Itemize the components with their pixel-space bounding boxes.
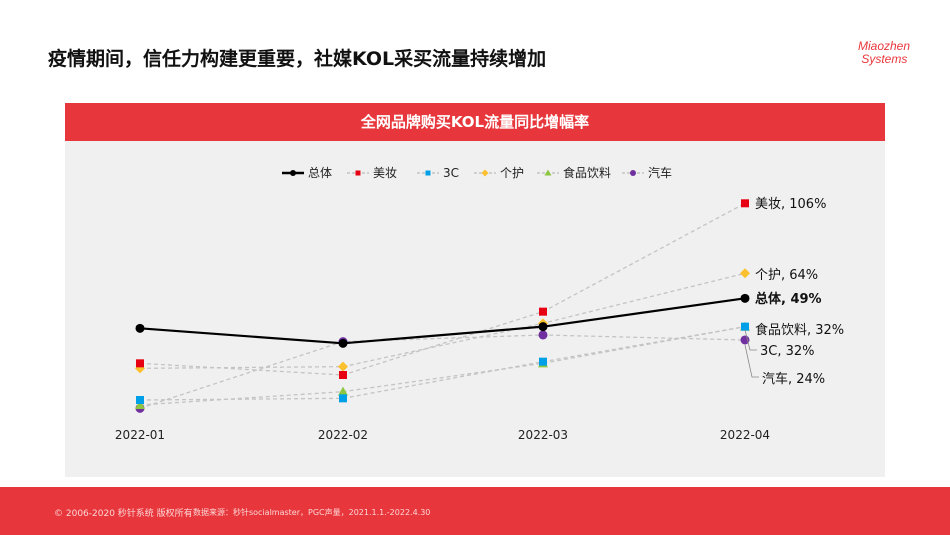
data-point-个护 — [740, 268, 750, 279]
legend-label: 3C — [443, 166, 459, 180]
legend-label: 总体 — [308, 166, 332, 180]
footer: © 2006-2020 秒针系统 版权所有 数据来源：秒针socialmaste… — [0, 487, 950, 535]
legend-label: 美妆 — [373, 166, 397, 180]
data-point-美妆 — [339, 370, 347, 379]
data-point-个护 — [338, 361, 348, 372]
data-point-总体 — [740, 293, 750, 303]
data-point-3C — [539, 357, 547, 366]
data-point-食品饮料 — [338, 386, 348, 396]
series-line-食品饮料 — [139, 326, 746, 406]
data-point-3C — [741, 322, 749, 331]
data-source: 数据来源：秒针socialmaster，PGC声量，2021.1.1.-2022… — [193, 508, 431, 517]
series-line-美妆 — [139, 202, 746, 376]
x-tick-label: 2022-02 — [318, 428, 368, 442]
legend-marker-icon — [544, 169, 552, 176]
legend-label: 汽车 — [648, 165, 672, 180]
end-label: 个护, 64% — [755, 268, 818, 283]
x-tick-label: 2022-01 — [115, 428, 165, 442]
end-label: 食品饮料, 32% — [755, 322, 844, 338]
data-point-总体 — [135, 323, 145, 333]
end-label: 汽车, 24% — [762, 371, 825, 387]
data-point-总体 — [338, 338, 348, 348]
leader-line — [744, 329, 757, 351]
chart-title: 全网品牌购买KOL流量同比增幅率 — [65, 103, 885, 141]
end-label: 3C, 32% — [760, 344, 815, 359]
legend-marker-icon — [630, 170, 636, 176]
data-point-总体 — [538, 322, 548, 332]
data-point-美妆 — [136, 359, 144, 368]
legend-marker-icon — [481, 169, 489, 177]
data-point-美妆 — [741, 199, 749, 208]
legend-label: 食品饮料 — [563, 165, 611, 180]
legend-marker-icon — [290, 170, 296, 176]
x-tick-label: 2022-03 — [518, 428, 568, 442]
legend-marker-icon — [425, 170, 431, 176]
end-label: 总体, 49% — [755, 291, 822, 307]
x-tick-label: 2022-04 — [720, 428, 770, 442]
series-line-总体 — [139, 297, 746, 345]
chart-panel: 全网品牌购买KOL流量同比增幅率 — [65, 103, 885, 477]
slide-title: 疫情期间，信任力构建更重要，社媒KOL采买流量持续增加 — [48, 48, 547, 70]
data-point-美妆 — [539, 307, 547, 316]
miaozhen-logo: Miaozhen Systems — [858, 39, 911, 66]
copyright: © 2006-2020 秒针系统 版权所有 — [54, 509, 193, 519]
legend-label: 个护 — [500, 166, 524, 180]
data-point-汽车 — [538, 330, 548, 340]
data-point-3C — [339, 394, 347, 403]
series-line-汽车 — [139, 334, 746, 409]
legend-marker-icon — [355, 170, 361, 176]
series-line-3C — [139, 326, 746, 401]
data-point-3C — [136, 396, 144, 405]
end-label: 美妆, 106% — [755, 197, 826, 212]
data-point-食品饮料 — [135, 400, 145, 410]
leader-line — [744, 344, 759, 378]
series-line-个护 — [139, 272, 746, 369]
